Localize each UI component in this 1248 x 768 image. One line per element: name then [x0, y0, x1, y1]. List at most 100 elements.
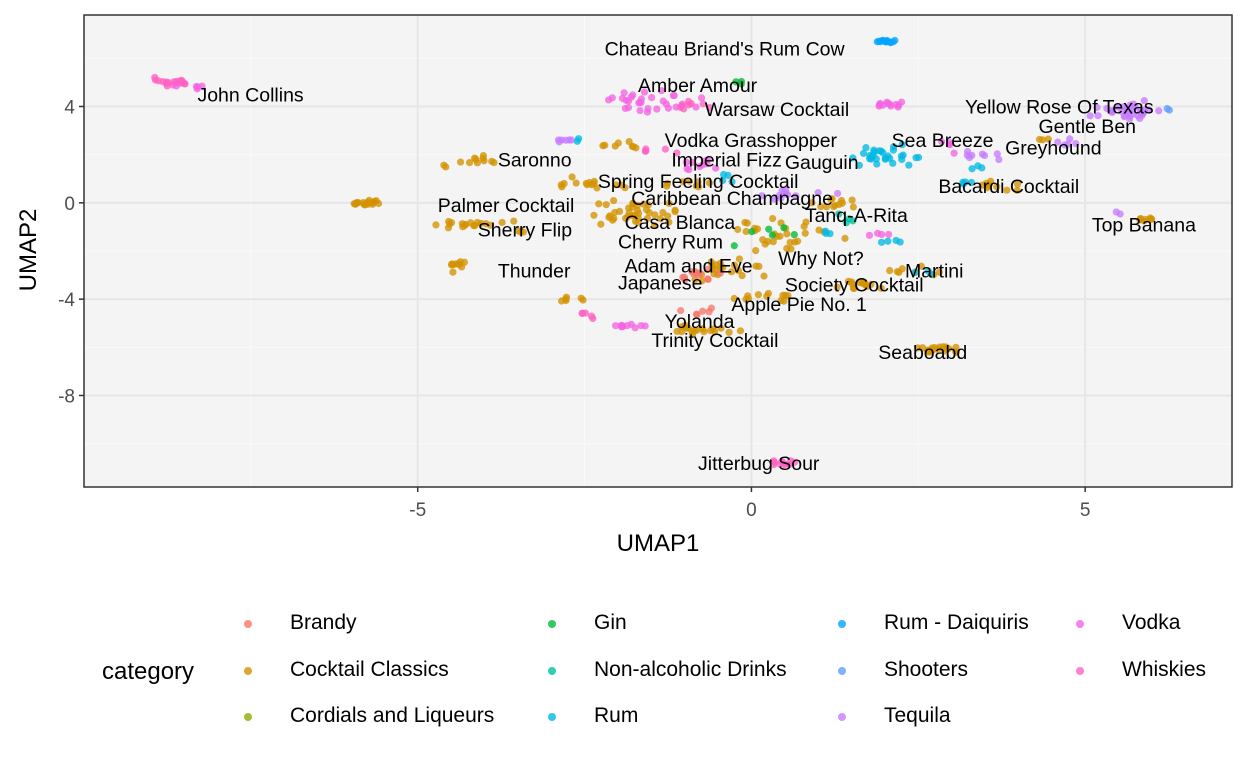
data-point — [624, 104, 633, 112]
data-point — [568, 173, 576, 181]
point-label: Society Cocktail — [785, 275, 924, 297]
data-point — [712, 164, 720, 172]
legend-key — [1076, 667, 1084, 675]
legend-key — [838, 667, 846, 675]
data-point — [889, 146, 898, 154]
legend-label: Cordials and Liqueurs — [290, 704, 495, 727]
data-point — [719, 170, 728, 179]
data-point — [194, 83, 202, 91]
data-point — [883, 37, 891, 46]
y-tick-label: -8 — [58, 386, 75, 407]
data-point — [465, 158, 474, 167]
data-point — [884, 237, 892, 245]
data-point — [897, 152, 906, 160]
data-point — [699, 100, 707, 108]
data-point — [673, 149, 681, 157]
data-point — [644, 104, 652, 113]
data-point — [911, 268, 919, 277]
data-point — [841, 234, 849, 243]
data-point — [754, 291, 762, 299]
data-point — [687, 100, 695, 108]
data-point — [650, 221, 659, 230]
data-point — [850, 284, 858, 292]
scatter-chart: Chateau Briand's Rum Cow John Collins Ambe… — [15, 14, 1233, 557]
data-point — [1061, 141, 1069, 149]
data-point — [769, 214, 777, 223]
data-points — [151, 36, 1173, 469]
point-label: Amber Amour — [638, 75, 758, 97]
data-point — [875, 102, 883, 110]
data-point — [1093, 103, 1101, 112]
data-point — [917, 262, 925, 270]
data-point — [640, 88, 649, 96]
data-point — [777, 296, 785, 305]
data-point — [935, 268, 943, 276]
data-point — [791, 458, 799, 466]
point-label: Bacardi Cocktail — [938, 176, 1079, 198]
legend-key — [244, 620, 252, 628]
data-point — [449, 268, 457, 276]
legend-label: Brandy — [290, 611, 357, 634]
point-label: Seaboabd — [878, 342, 967, 364]
data-point — [605, 213, 613, 221]
data-point — [849, 154, 857, 162]
data-point — [965, 153, 974, 162]
data-point — [627, 320, 635, 328]
data-point — [151, 73, 159, 82]
data-point — [456, 158, 465, 166]
data-point — [935, 343, 944, 351]
data-point — [711, 327, 719, 335]
data-point — [831, 201, 839, 210]
point-labels: Chateau Briand's Rum Cow John Collins Ambe… — [197, 39, 1196, 475]
data-point — [371, 197, 379, 205]
data-point — [730, 261, 739, 269]
data-point — [582, 179, 590, 188]
data-point — [898, 141, 906, 149]
legend-label: Cocktail Classics — [290, 658, 449, 681]
data-point — [892, 236, 900, 245]
legend-label: Rum — [594, 704, 639, 727]
data-point — [555, 138, 563, 146]
point-label: Cherry Rum — [618, 231, 723, 253]
legend-label: Rum - Daiquiris — [884, 611, 1029, 634]
data-point — [625, 137, 633, 146]
data-point — [770, 458, 778, 466]
data-point — [611, 322, 620, 330]
data-point — [557, 297, 566, 305]
data-point — [1013, 186, 1021, 194]
data-point — [677, 306, 685, 315]
data-point — [952, 343, 960, 351]
data-point — [618, 94, 627, 103]
data-point — [705, 179, 714, 187]
data-point — [653, 105, 661, 113]
data-point — [575, 135, 583, 143]
data-point — [611, 208, 619, 217]
data-point — [736, 327, 745, 335]
data-point — [781, 291, 790, 299]
data-point — [742, 227, 750, 236]
legend-title: category — [102, 658, 195, 685]
data-point — [946, 139, 954, 147]
data-point — [643, 214, 652, 223]
data-point — [1113, 103, 1121, 111]
point-label: Adam and Eve — [625, 255, 753, 277]
panel-border — [83, 14, 1233, 488]
data-point — [651, 211, 659, 219]
data-point — [679, 273, 687, 281]
data-point — [822, 203, 831, 211]
point-label: Warsaw Cocktail — [705, 99, 849, 121]
data-point — [634, 214, 642, 222]
point-label: Top Banana — [1092, 215, 1196, 237]
data-point — [620, 89, 628, 97]
data-point — [1131, 103, 1139, 111]
grid-minor — [84, 15, 1232, 487]
x-tick-label: 0 — [746, 500, 757, 521]
data-point — [648, 94, 656, 102]
data-point — [753, 225, 762, 233]
y-axis-label: UMAP2 — [15, 209, 42, 292]
point-label: John Collins — [197, 84, 303, 106]
point-label: Palmer Cocktail — [438, 195, 575, 217]
point-label: Caribbean Champagne — [631, 188, 833, 210]
data-point — [787, 245, 795, 253]
point-label: Greyhound — [1005, 137, 1101, 159]
